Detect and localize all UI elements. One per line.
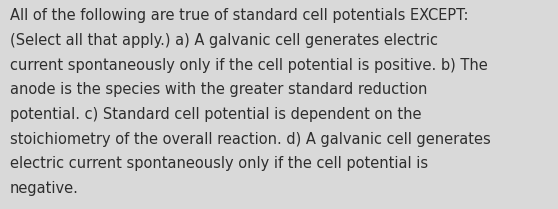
- Text: negative.: negative.: [10, 181, 79, 196]
- Text: electric current spontaneously only if the cell potential is: electric current spontaneously only if t…: [10, 156, 428, 171]
- Text: potential. c) Standard cell potential is dependent on the: potential. c) Standard cell potential is…: [10, 107, 421, 122]
- Text: (Select all that apply.) a) A galvanic cell generates electric: (Select all that apply.) a) A galvanic c…: [10, 33, 438, 48]
- Text: current spontaneously only if the cell potential is positive. b) The: current spontaneously only if the cell p…: [10, 58, 488, 73]
- Text: stoichiometry of the overall reaction. d) A galvanic cell generates: stoichiometry of the overall reaction. d…: [10, 132, 491, 147]
- Text: anode is the species with the greater standard reduction: anode is the species with the greater st…: [10, 82, 427, 97]
- Text: All of the following are true of standard cell potentials EXCEPT:: All of the following are true of standar…: [10, 8, 469, 23]
